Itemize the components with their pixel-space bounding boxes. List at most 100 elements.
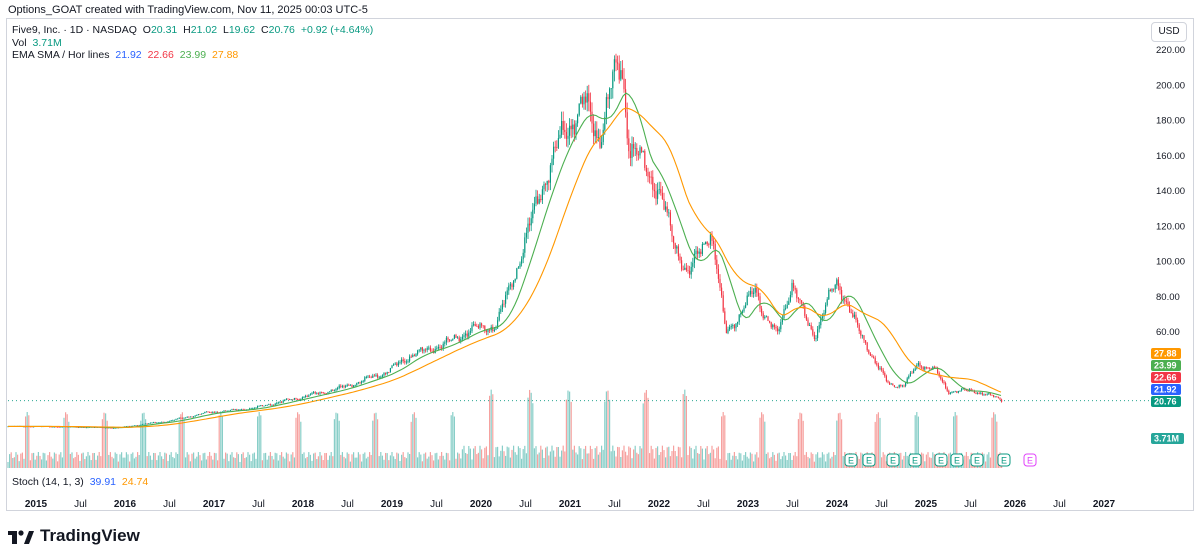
volume-bar <box>380 452 382 468</box>
volume-bar <box>477 452 479 468</box>
volume-bar <box>311 460 313 468</box>
x-tick-label: 2024 <box>826 499 849 510</box>
currency-button[interactable]: USD <box>1151 22 1187 42</box>
candle-body <box>791 282 793 296</box>
volume-bar <box>834 455 836 468</box>
volume-bar <box>12 457 14 468</box>
volume-bar <box>623 445 625 468</box>
candle-body <box>575 123 577 135</box>
volume-bar <box>756 452 758 468</box>
candle-body <box>393 364 395 366</box>
candle-body <box>125 426 127 428</box>
volume-bar <box>780 459 782 468</box>
x-tick-label: 2016 <box>114 499 137 510</box>
volume-bar <box>365 458 367 468</box>
candle-body <box>737 321 739 324</box>
candle-body <box>255 407 257 409</box>
symbol-name[interactable]: Five9, Inc. · 1D · NASDAQ <box>12 24 137 36</box>
volume-bar <box>233 457 235 468</box>
volume-bar <box>692 458 694 468</box>
earnings-marker: E <box>844 453 858 467</box>
volume-bar <box>133 458 135 468</box>
volume-legend[interactable]: Vol 3.71M <box>12 37 65 49</box>
y-tick-label: 180.00 <box>1156 116 1185 127</box>
volume-bar <box>394 458 396 468</box>
volume-bar <box>332 456 334 468</box>
candle-body <box>346 384 348 387</box>
candle-body <box>172 419 174 421</box>
candle-body <box>783 308 785 319</box>
volume-bar <box>45 460 47 468</box>
ema-legend[interactable]: EMA SMA / Hor lines 21.92 22.66 23.99 27… <box>12 49 241 61</box>
volume-bar <box>783 452 785 468</box>
volume-bar <box>183 417 185 468</box>
candle-body <box>780 322 782 330</box>
candle-body <box>989 393 991 395</box>
symbol-legend[interactable]: Five9, Inc. · 1D · NASDAQ O20.31 H21.02 … <box>12 24 376 36</box>
candle-body <box>572 124 574 130</box>
candle-body <box>628 138 630 152</box>
volume-bar <box>985 461 987 468</box>
volume-bar <box>564 451 566 468</box>
volume-bar <box>261 460 263 468</box>
volume-bar <box>212 459 214 468</box>
candle-body <box>959 390 961 392</box>
volume-bar <box>186 452 188 468</box>
tradingview-branding[interactable]: TradingView <box>8 524 140 548</box>
y-tick-label: 60.00 <box>1156 327 1180 338</box>
volume-bar <box>801 413 803 468</box>
volume-bar <box>983 453 985 468</box>
volume-bar <box>73 458 75 468</box>
candle-body <box>381 375 383 377</box>
candle-body <box>543 184 545 190</box>
volume-bar <box>418 452 420 468</box>
candle-body <box>876 363 878 365</box>
candle-body <box>996 396 998 398</box>
candle-body <box>857 319 859 325</box>
volume-bar <box>695 445 697 468</box>
x-tick-label: Jul <box>341 499 354 510</box>
candle-body <box>954 391 956 393</box>
ema-value-red: 22.66 <box>147 49 174 61</box>
volume-bar <box>533 448 535 468</box>
candle-body <box>157 422 159 424</box>
price-tag <box>1151 360 1181 371</box>
candle-body <box>794 288 796 290</box>
volume-bar <box>519 448 521 468</box>
volume-bar <box>375 412 377 468</box>
volume-bar <box>988 452 990 468</box>
candle-body <box>745 305 747 308</box>
volume-bar <box>199 455 201 468</box>
candle-body <box>415 354 417 357</box>
volume-bar <box>10 452 12 468</box>
candle-body <box>234 409 236 411</box>
candle-body <box>354 384 356 386</box>
stoch-legend[interactable]: Stoch (14, 1, 3) 39.91 24.74 <box>12 476 151 488</box>
volume-bar <box>466 453 468 468</box>
volume-bar <box>274 452 276 468</box>
candle-body <box>759 296 761 309</box>
volume-bar <box>508 447 510 468</box>
candle-body <box>637 154 639 156</box>
candle-body <box>49 426 51 428</box>
low-label: L <box>222 24 229 36</box>
volume-bar <box>444 459 446 468</box>
earnings-marker-box <box>934 453 948 467</box>
volume-bar <box>831 456 833 468</box>
volume-bar <box>324 453 326 468</box>
candle-body <box>162 421 164 423</box>
volume-bar <box>932 452 934 468</box>
volume-bar <box>239 461 241 468</box>
candle-body <box>887 381 889 383</box>
candle-body <box>212 411 214 413</box>
volume-bar <box>954 412 956 468</box>
volume-bar <box>570 401 572 468</box>
candle-body <box>669 212 671 226</box>
volume-bar <box>532 403 534 468</box>
volume-bar <box>791 459 793 468</box>
candle-body <box>196 414 198 416</box>
candle-body <box>679 256 681 261</box>
volume-bar <box>370 455 372 468</box>
candle-body <box>137 425 139 427</box>
